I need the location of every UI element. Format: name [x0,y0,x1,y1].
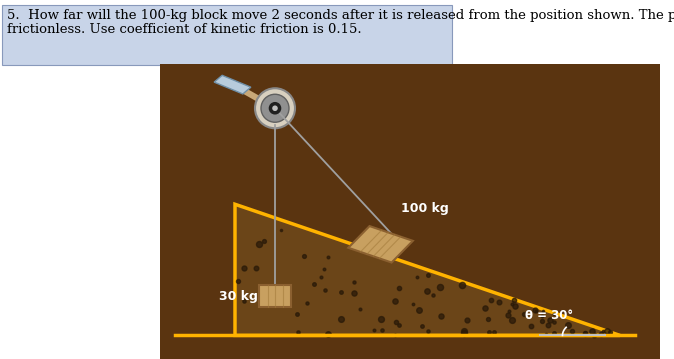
Text: frictionless. Use coefficient of kinetic friction is 0.15.: frictionless. Use coefficient of kinetic… [7,23,362,36]
Circle shape [272,106,278,111]
FancyBboxPatch shape [2,5,452,65]
Bar [259,285,291,307]
Polygon shape [214,75,251,94]
Text: 100 kg: 100 kg [400,202,448,215]
Circle shape [261,94,289,122]
Polygon shape [235,204,620,335]
Circle shape [255,88,295,128]
Polygon shape [348,226,413,262]
Text: θ = 30°: θ = 30° [525,309,573,322]
Bar [160,64,660,359]
Circle shape [269,102,281,115]
Text: 30 kg: 30 kg [219,290,257,303]
Text: 5.  How far will the 100-kg block move 2 seconds after it is released from the p: 5. How far will the 100-kg block move 2 … [7,9,674,22]
